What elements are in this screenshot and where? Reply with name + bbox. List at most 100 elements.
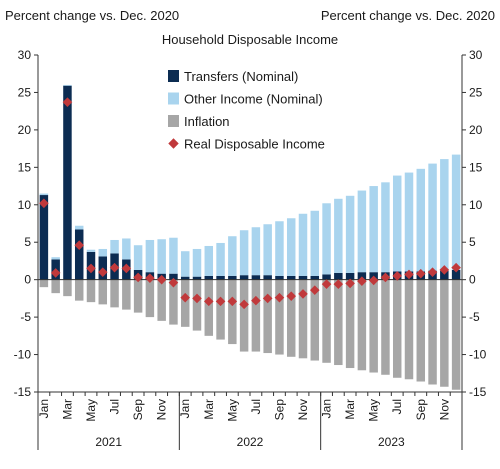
- real-income-marker: [74, 240, 85, 251]
- real-income-marker: [156, 274, 167, 285]
- year-labels: 2021 2022 2023: [95, 435, 405, 449]
- bar-inflation: [275, 279, 284, 355]
- left-tick-label: 5: [24, 235, 31, 249]
- bar-other-income: [392, 175, 402, 272]
- bar-inflation: [145, 279, 155, 318]
- x-tick-label: May: [225, 399, 239, 422]
- bar-other-income: [157, 239, 166, 274]
- left-tick-label: 20: [18, 123, 32, 137]
- bar-inflation: [381, 279, 390, 375]
- x-tick-label: Nov: [155, 399, 169, 420]
- bar-other-income: [74, 225, 84, 230]
- x-tick-label: Mar: [343, 399, 357, 420]
- bar-transfers: [345, 272, 355, 280]
- bar-transfers: [251, 275, 261, 280]
- bar-inflation: [440, 279, 449, 387]
- bar-other-income: [192, 248, 202, 277]
- bar-transfers: [204, 275, 214, 280]
- bar-inflation: [98, 279, 108, 305]
- bar-inflation: [51, 279, 60, 294]
- real-income-marker: [133, 272, 143, 283]
- bar-inflation: [39, 279, 49, 288]
- bar-inflation: [180, 279, 190, 327]
- chart-title: Household Disposable Income: [162, 32, 338, 47]
- x-tick-label: Jul: [390, 399, 404, 414]
- bar-inflation: [228, 279, 237, 345]
- x-tick-label: Nov: [437, 399, 451, 420]
- bar-transfers: [298, 275, 308, 280]
- bar-transfers: [451, 269, 461, 280]
- bar-inflation: [357, 279, 367, 371]
- bars-layer: [39, 84, 461, 390]
- year-label: 2022: [237, 435, 264, 449]
- real-income-marker: [309, 285, 320, 295]
- bar-inflation: [216, 279, 225, 340]
- real-income-marker: [357, 276, 367, 286]
- bar-other-income: [228, 236, 237, 276]
- year-label: 2021: [95, 435, 122, 449]
- bar-other-income: [63, 84, 72, 86]
- real-income-marker: [203, 296, 214, 307]
- bar-other-income: [381, 182, 390, 273]
- bar-other-income: [51, 257, 60, 260]
- bar-other-income: [416, 168, 426, 272]
- left-axis-title: Percent change vs. Dec. 2020: [5, 8, 179, 23]
- x-tick-label: May: [367, 399, 381, 422]
- bar-inflation: [239, 279, 249, 352]
- bar-inflation: [369, 279, 378, 373]
- real-income-marker: [192, 293, 202, 304]
- real-income-marker: [180, 292, 191, 303]
- left-tick-label: 0: [24, 273, 31, 287]
- real-income-marker: [262, 293, 273, 304]
- real-income-marker: [168, 277, 179, 288]
- real-income-marker: [404, 269, 414, 280]
- real-income-marker: [368, 275, 379, 286]
- real-income-marker: [86, 263, 96, 274]
- x-tick-label: Jul: [108, 399, 122, 414]
- bar-inflation: [310, 279, 320, 361]
- bar-transfers: [286, 275, 296, 280]
- bar-transfers: [74, 229, 84, 280]
- bar-other-income: [345, 195, 355, 273]
- real-income-marker: [427, 267, 438, 277]
- real-income-marker: [251, 295, 261, 306]
- bar-other-income: [369, 186, 378, 273]
- bar-inflation: [204, 279, 214, 336]
- bar-inflation: [345, 279, 355, 369]
- real-income-marker: [392, 271, 403, 281]
- legend-label: Inflation: [184, 114, 230, 129]
- real-income-marker: [451, 262, 461, 273]
- real-income-marker: [380, 272, 391, 283]
- bar-inflation: [122, 279, 131, 310]
- real-income-marker: [286, 291, 297, 301]
- bar-other-income: [440, 159, 449, 271]
- real-income-marker: [415, 268, 426, 279]
- legend-label: Transfers (Nominal): [184, 69, 298, 84]
- real-income-marker: [345, 278, 355, 289]
- bar-other-income: [122, 238, 131, 260]
- bar-other-income: [39, 193, 49, 196]
- real-income-marker: [50, 268, 61, 278]
- real-income-marker: [145, 273, 155, 283]
- bar-other-income: [286, 218, 296, 276]
- bar-transfers: [334, 272, 343, 280]
- bar-other-income: [322, 203, 331, 275]
- real-income-marker: [439, 265, 450, 275]
- bar-transfers: [63, 85, 72, 280]
- x-tick-label: Jul: [249, 399, 263, 414]
- bar-inflation: [334, 279, 343, 366]
- real-income-marker: [62, 97, 73, 107]
- axes: -15 -15 -10 -10 -5 -5 0 0 5 5 10 10 15 15 20 20 25 25 30 30: [14, 48, 487, 450]
- right-tick-label: 0: [469, 273, 476, 287]
- bar-inflation: [110, 279, 119, 308]
- legend-swatch: [168, 138, 179, 149]
- bar-transfers: [39, 195, 49, 280]
- x-tick-label: Nov: [296, 399, 310, 420]
- bar-other-income: [275, 221, 284, 276]
- x-tick-label: Mar: [202, 399, 216, 420]
- real-income-marker: [321, 279, 332, 289]
- legend-label: Real Disposable Income: [184, 137, 325, 152]
- x-tick-label: Sep: [414, 399, 428, 421]
- real-income-marker: [215, 296, 226, 307]
- x-tick-label: May: [84, 399, 98, 422]
